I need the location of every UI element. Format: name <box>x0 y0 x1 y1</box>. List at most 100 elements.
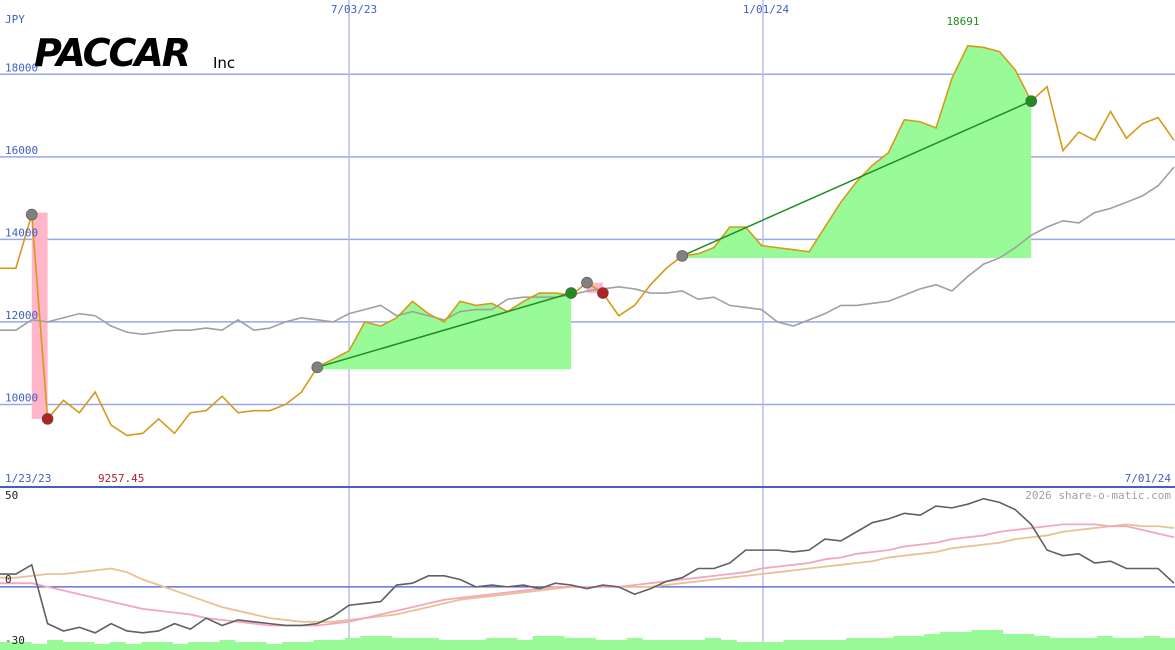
volume-bar <box>767 642 784 650</box>
volume-bar <box>109 642 126 650</box>
volume-bar <box>861 638 878 650</box>
volume-bar <box>329 640 346 650</box>
volume-bar <box>31 644 48 650</box>
volume-bar <box>156 642 173 650</box>
volume-bar <box>266 644 283 650</box>
signal-line-tan <box>0 523 1175 623</box>
gain-area <box>682 45 1032 258</box>
volume-bar <box>94 644 111 650</box>
volume-bar <box>799 640 816 650</box>
site-watermark: 2026 share-o-matic.com <box>1025 489 1171 502</box>
volume-bar <box>0 642 17 650</box>
indicator-y-tick-label: -30 <box>5 634 25 647</box>
volume-bar <box>1002 634 1019 650</box>
volume-bar <box>658 640 675 650</box>
signal-marker <box>597 287 609 299</box>
signal-markers <box>25 95 1038 425</box>
volume-bar <box>407 638 424 650</box>
signal-marker <box>676 250 688 262</box>
volume-bar <box>313 640 330 650</box>
signal-marker <box>581 276 593 289</box>
indicator-y-tick-label: 50 <box>5 489 18 502</box>
volume-bar <box>1112 638 1129 650</box>
trend-lines <box>317 100 1032 369</box>
signal-marker <box>41 413 54 425</box>
price-y-ticks: 10000 12000 14000 16000 18000 <box>5 61 38 404</box>
volume-bar <box>125 644 142 650</box>
volume-bar <box>188 642 205 650</box>
volume-bar <box>908 636 925 650</box>
volume-bar <box>1034 636 1051 650</box>
signal-marker <box>25 208 38 221</box>
company-logo: PACCAR Inc <box>34 31 235 75</box>
volume-bar <box>532 636 549 650</box>
volume-bar <box>720 640 737 650</box>
date-label-top-2: 1/01/24 <box>743 3 790 16</box>
volume-bar <box>344 638 361 650</box>
moving-average-line <box>0 166 1175 336</box>
price-y-tick-label: 16000 <box>5 144 38 157</box>
grid-lines <box>0 0 1175 488</box>
volume-bar <box>1159 638 1175 650</box>
price-y-tick-label: 12000 <box>5 309 38 322</box>
volume-bar <box>282 642 299 650</box>
volume-bar <box>830 640 847 650</box>
volume-bar <box>564 638 581 650</box>
indicator-grid <box>0 488 1175 650</box>
volume-bar <box>673 640 690 650</box>
indicator-y-ticks: 50 0 -30 <box>5 489 25 647</box>
volume-bar <box>501 638 518 650</box>
volume-bar <box>172 644 189 650</box>
volume-bar <box>1143 636 1160 650</box>
logo-suffix: Inc <box>213 54 235 72</box>
volume-bar <box>924 634 941 650</box>
volume-bar <box>1065 638 1082 650</box>
volume-bar <box>235 642 252 650</box>
volume-bar <box>877 638 894 650</box>
volume-bar <box>1128 638 1145 650</box>
momentum-line <box>0 497 1175 634</box>
volume-bar <box>47 640 64 650</box>
price-y-tick-label: 18000 <box>5 61 38 74</box>
date-label-top-1: 7/03/23 <box>331 3 377 16</box>
price-y-tick-label: 10000 <box>5 391 38 404</box>
volume-bar <box>297 642 314 650</box>
volume-bar <box>454 640 471 650</box>
logo-brand: PACCAR <box>34 31 189 75</box>
low-annotation: 9257.45 <box>98 472 144 485</box>
volume-bar <box>360 636 377 650</box>
high-annotation: 18691 <box>946 15 979 28</box>
date-label-end: 7/01/24 <box>1125 472 1172 485</box>
volume-bar <box>642 640 659 650</box>
volume-bar <box>15 642 32 650</box>
volume-bar <box>203 642 220 650</box>
volume-bar <box>376 636 393 650</box>
date-label-start: 1/23/23 <box>5 472 51 485</box>
volume-bar <box>1096 636 1113 650</box>
volume-bar <box>517 640 534 650</box>
volume-bar <box>626 638 643 650</box>
signal-marker <box>1025 95 1038 107</box>
volume-bar <box>846 638 863 650</box>
volume-bar <box>485 638 502 650</box>
indicator-y-tick-label: 0 <box>5 573 12 586</box>
volume-bar <box>783 640 800 650</box>
volume-bar <box>1081 638 1098 650</box>
indicator-series <box>0 497 1175 634</box>
volume-bar <box>78 642 95 650</box>
volume-bar <box>752 642 769 650</box>
volume-bar <box>893 636 910 650</box>
volume-bar <box>987 630 1004 650</box>
volume-bar <box>62 642 79 650</box>
volume-bar <box>736 642 753 650</box>
volume-bar <box>955 632 972 650</box>
signal-marker <box>311 361 324 374</box>
price-y-tick-label: 14000 <box>5 226 38 239</box>
volume-bar <box>611 640 628 650</box>
volume-bar <box>250 642 267 650</box>
volume-bar <box>971 630 988 650</box>
signal-marker <box>565 287 577 299</box>
volume-bar <box>814 640 831 650</box>
volume-bar <box>940 632 957 650</box>
